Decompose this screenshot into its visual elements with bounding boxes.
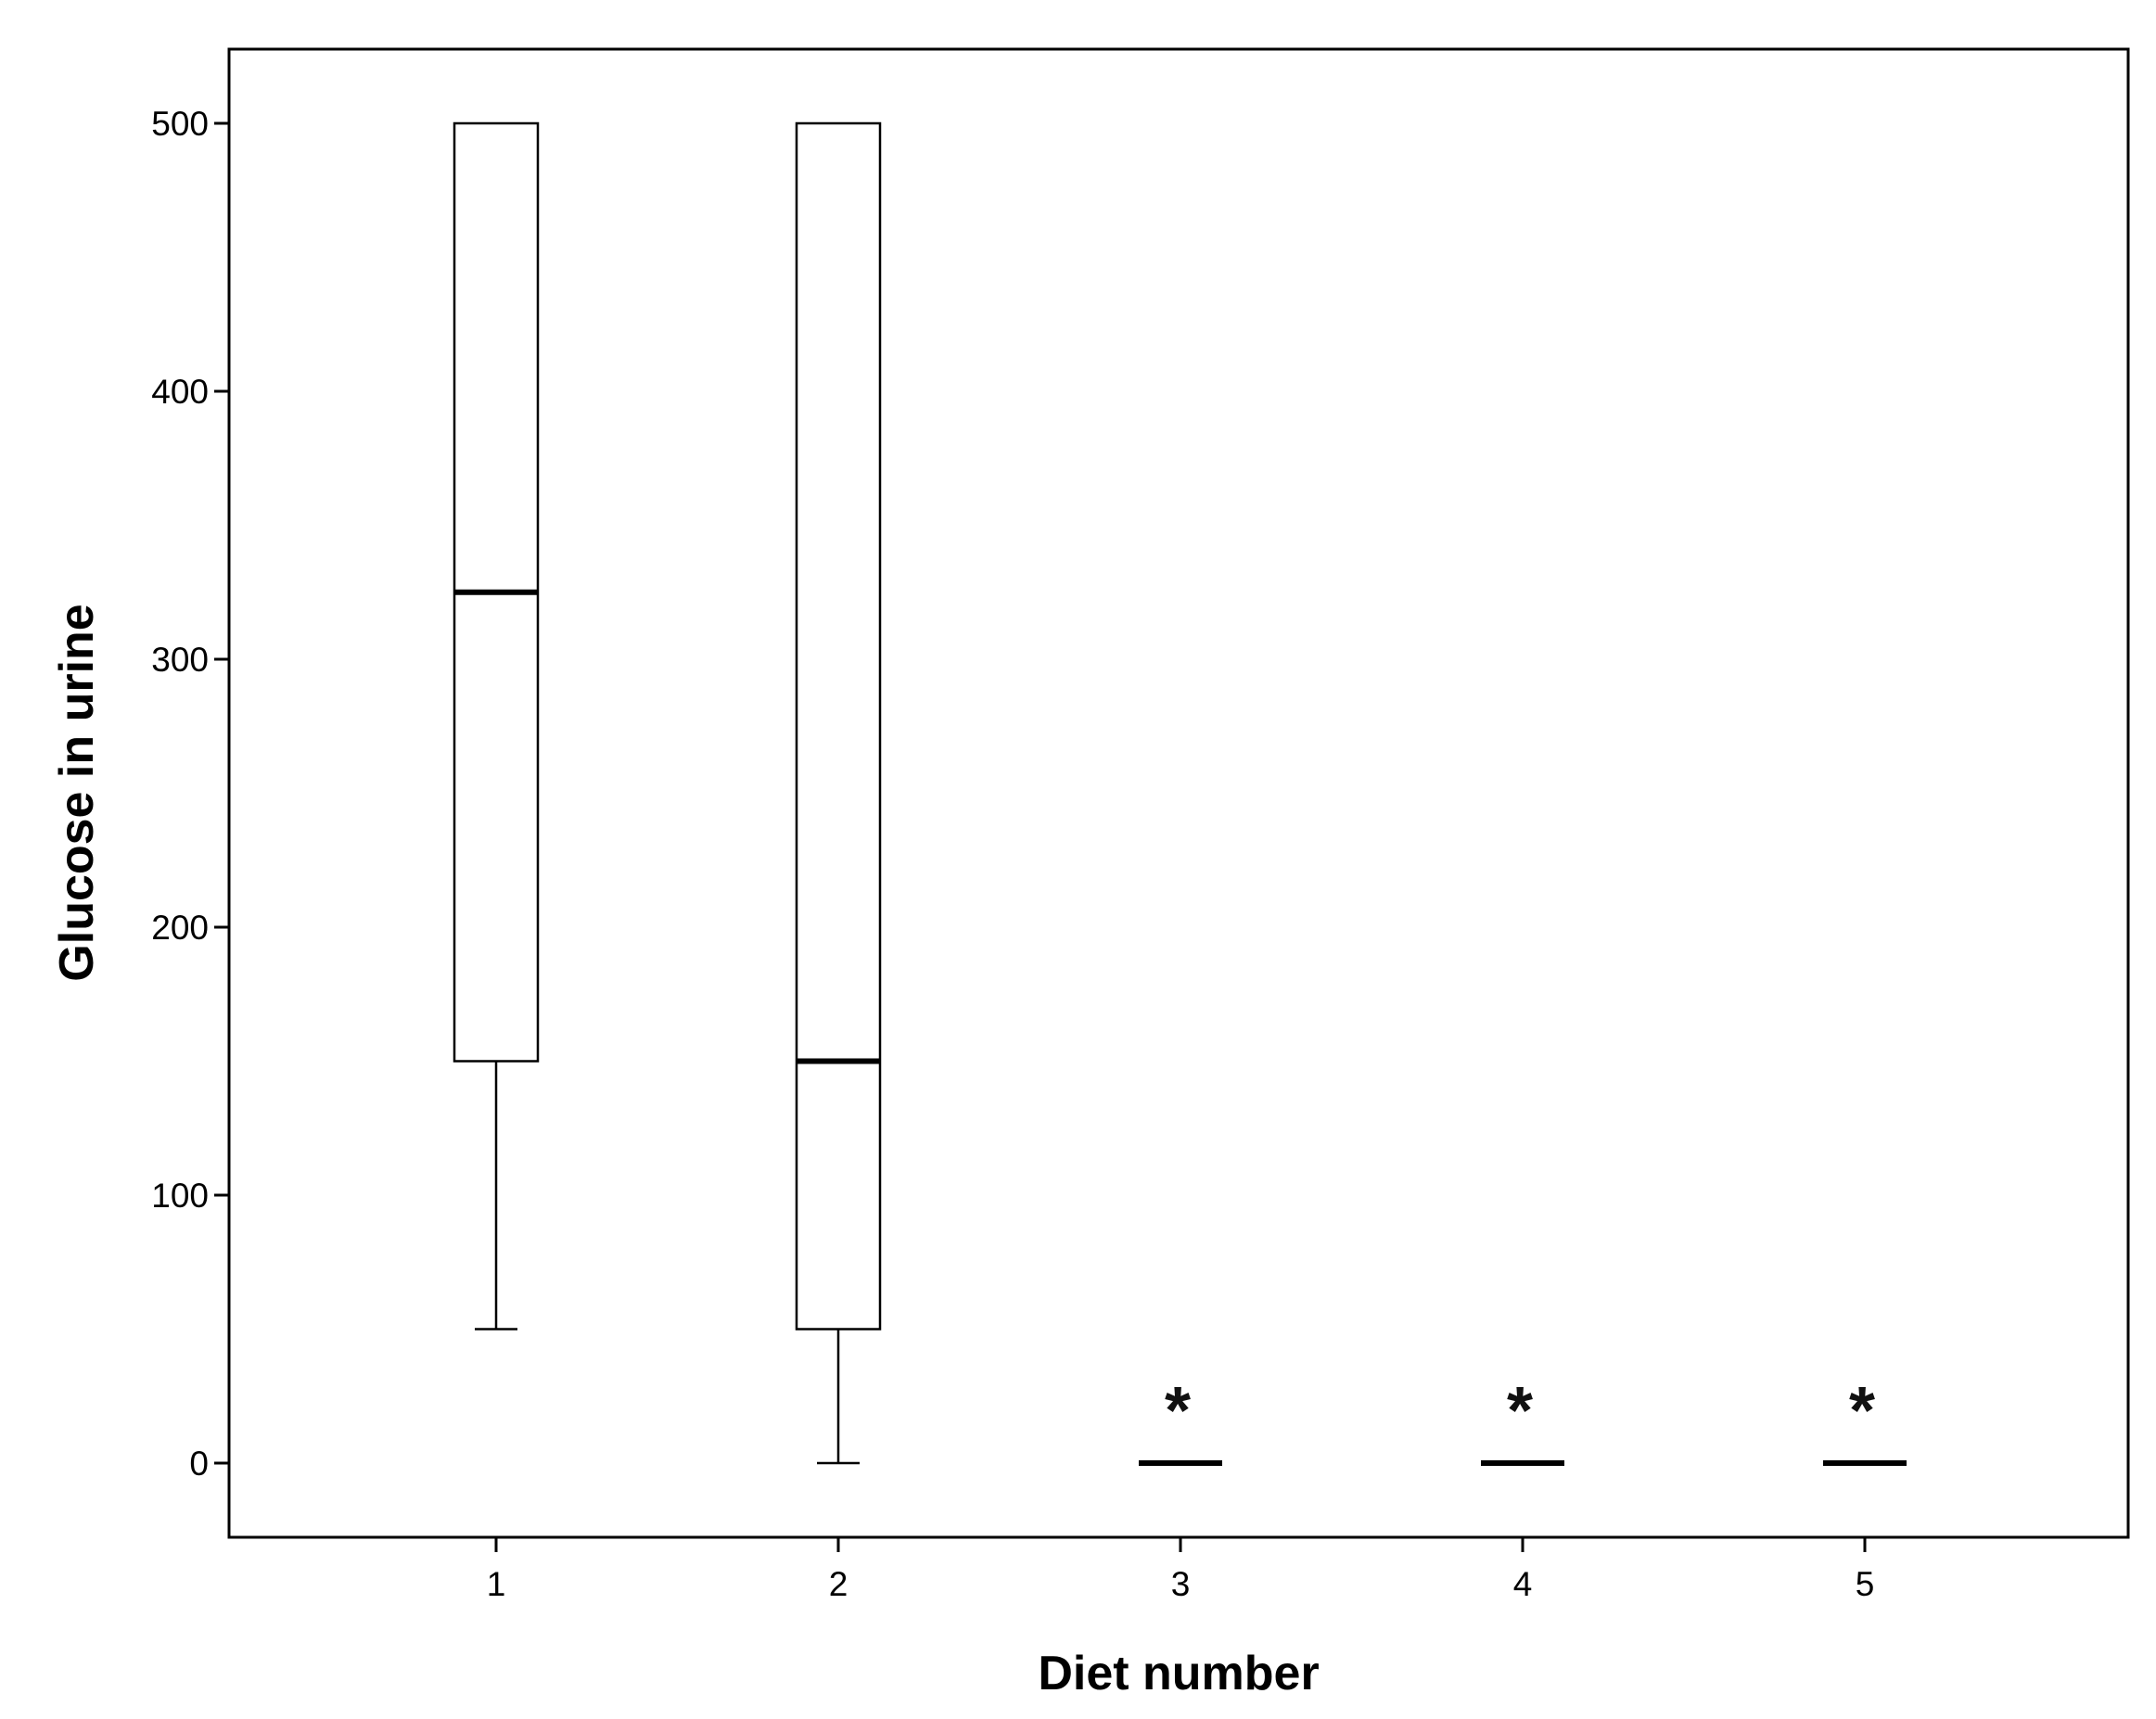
y-axis-title: Glucose in urine [50,604,104,981]
outlier-marker: * [1165,1374,1191,1448]
y-tick-label: 300 [151,641,209,679]
x-tick-label: 2 [829,1565,848,1603]
x-tick-label: 3 [1171,1565,1191,1603]
y-axis: 0 100 200 300 400 500 [151,105,229,1483]
boxes-layer: * * * [453,121,1907,1466]
plot-frame [227,47,2130,1539]
box-group-4: * [1481,1374,1564,1466]
x-tick-label: 1 [487,1565,506,1603]
box-group-2 [795,121,882,1465]
y-tick-label: 400 [151,373,209,411]
y-tick-label: 500 [151,105,209,143]
x-tick-label: 4 [1513,1565,1533,1603]
box-group-5: * [1823,1374,1907,1466]
y-tick-label: 200 [151,909,209,947]
x-axis-title: Diet number [1038,1647,1319,1700]
x-axis: 1 2 3 4 5 [487,1537,1875,1603]
outlier-marker: * [1507,1374,1533,1448]
x-tick-label: 5 [1856,1565,1875,1603]
y-tick-label: 0 [189,1445,209,1483]
box-group-3: * [1139,1374,1222,1466]
box-group-1 [453,121,540,1331]
outlier-marker: * [1849,1374,1875,1448]
box [795,121,882,1331]
y-tick-label: 100 [151,1177,209,1215]
